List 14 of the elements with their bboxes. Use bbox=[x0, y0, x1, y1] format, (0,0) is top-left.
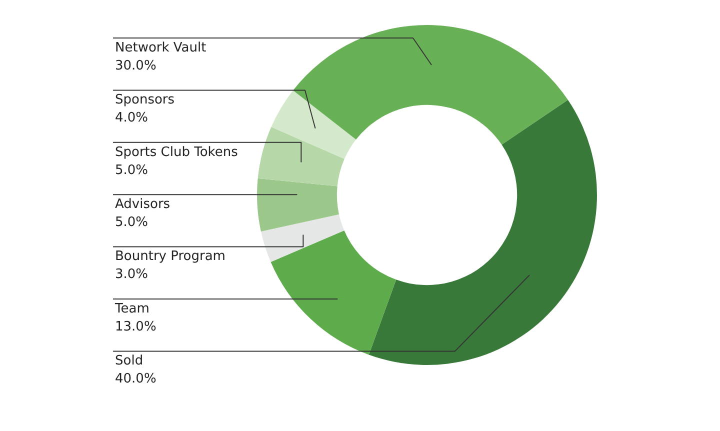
slice-label: Sports Club Tokens bbox=[115, 144, 238, 160]
slice-label: Team bbox=[114, 301, 150, 316]
data-label: 3.0% bbox=[115, 267, 148, 282]
data-label: 30.0% bbox=[115, 58, 156, 74]
slice-label: Sold bbox=[115, 354, 144, 369]
data-label: 40.0% bbox=[115, 372, 156, 387]
data-label: 13.0% bbox=[115, 319, 156, 334]
data-label: 5.0% bbox=[115, 162, 148, 178]
slice-label: Network Vault bbox=[115, 40, 206, 56]
slice-label: Advisors bbox=[115, 196, 170, 212]
data-label: 5.0% bbox=[115, 214, 148, 230]
data-label: 4.0% bbox=[115, 110, 148, 126]
slice-label: Sponsors bbox=[115, 92, 175, 108]
slice-label: Bountry Program bbox=[115, 249, 226, 264]
